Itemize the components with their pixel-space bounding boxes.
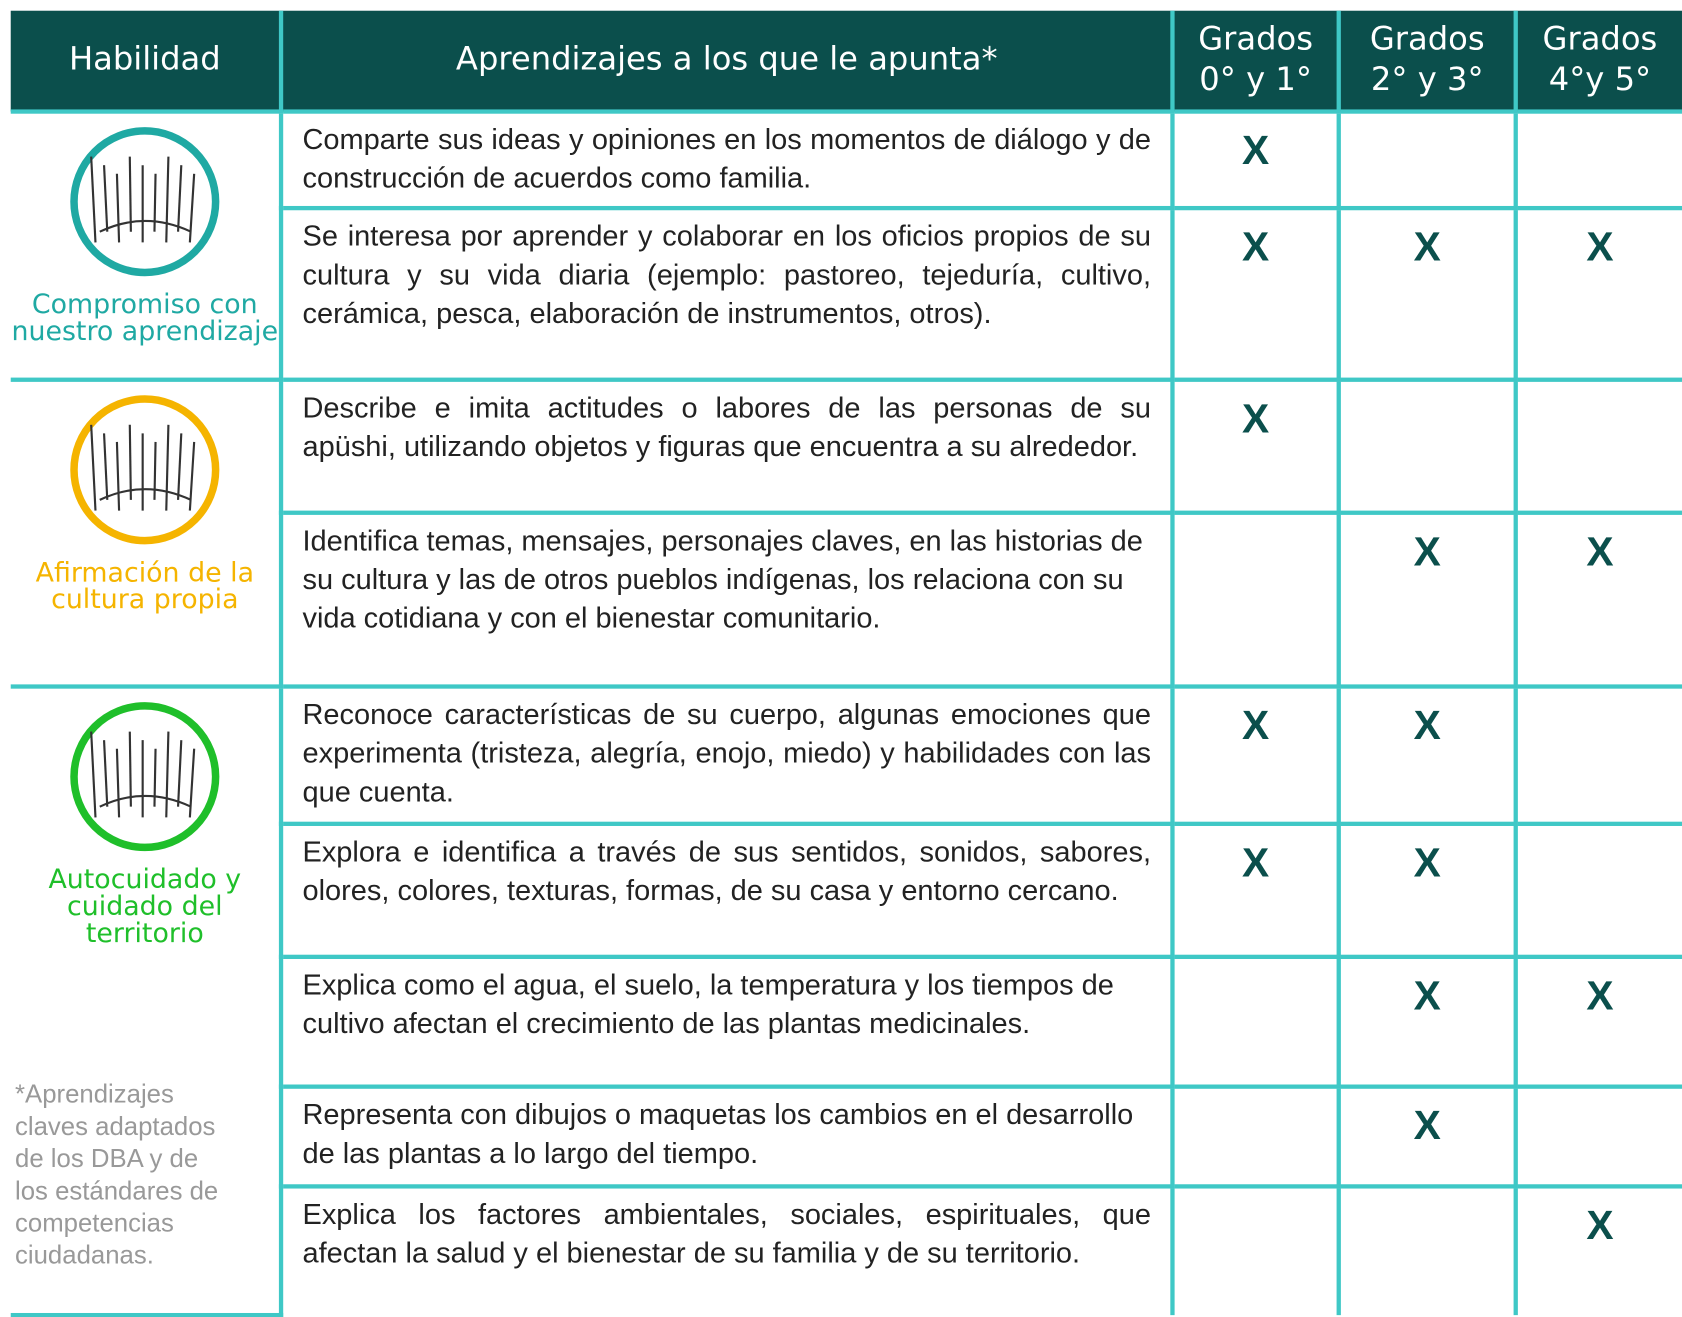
table-row: Explica los factores ambientales, social…	[11, 1184, 1682, 1316]
skill-label: Compromiso con nuestro aprendizaje	[11, 288, 279, 347]
grade-mark: X	[1336, 821, 1518, 959]
skill-cell: Compromiso con nuestro aprendizaje	[10, 109, 284, 382]
grade-range: 4°y 5°	[1548, 61, 1652, 99]
skill-cell: Afirmación de la cultura propia	[10, 377, 284, 689]
grade-mark	[1336, 377, 1518, 515]
learning-text: Se interesa por aprender y colaborar en …	[281, 205, 1175, 382]
grade-mark	[1336, 109, 1518, 211]
grade-mark: X	[1513, 954, 1682, 1089]
skill-label: Autocuidado y cuidado del territorio	[48, 863, 242, 949]
table-row: Afirmación de la cultura propia Describe …	[10, 377, 1682, 689]
table-row: Representa con dibujos o maquetas los ca…	[11, 1084, 1682, 1189]
grade-mark	[1170, 510, 1341, 689]
learning-text: Explora e identifica a través de sus sen…	[281, 821, 1175, 959]
grade-mark	[1513, 1084, 1682, 1189]
grade-mark: X	[1336, 684, 1518, 826]
grade-title: Grados	[1542, 20, 1658, 58]
grade-mark: X	[1170, 109, 1341, 211]
grade-title: Grados	[1198, 20, 1313, 58]
grade-mark: X	[1513, 510, 1682, 689]
learning-text: Identifica temas, mensajes, personajes c…	[281, 510, 1175, 689]
learning-text: Explica como el agua, el suelo, la tempe…	[281, 954, 1175, 1089]
grade-mark: X	[1513, 205, 1682, 382]
header-row: Habilidad Aprendizajes a los que le apunt…	[10, 10, 1682, 114]
grade-mark	[1336, 1184, 1518, 1316]
skill-icon	[70, 395, 220, 545]
grade-mark: X	[1336, 510, 1518, 689]
grade-title: Grados	[1369, 20, 1485, 58]
grade-mark	[1170, 954, 1341, 1089]
table-row: Explica como el agua, el suelo, la tempe…	[11, 954, 1682, 1089]
skills-table: Habilidad Aprendizajes a los que le apunt…	[10, 10, 1682, 1317]
learning-text: Representa con dibujos o maquetas los ca…	[281, 1084, 1175, 1189]
grade-mark: X	[1336, 205, 1518, 382]
skill-cell: Autocuidado y cuidado del territorio *Apr…	[10, 684, 284, 1317]
table-row: Compromiso con nuestro aprendizaje Compar…	[10, 109, 1682, 382]
skill-icon	[70, 702, 220, 852]
learning-text: Comparte sus ideas y opiniones en los mo…	[278, 109, 1175, 211]
header-cell: Grados 2° y 3°	[1336, 10, 1518, 114]
header-cell: Habilidad	[10, 10, 284, 114]
grade-mark	[1513, 821, 1682, 959]
table-row: Identifica temas, mensajes, personajes c…	[11, 510, 1682, 689]
grade-mark: X	[1170, 821, 1341, 959]
grade-mark: X	[1336, 954, 1518, 1089]
grade-mark	[1170, 1084, 1341, 1189]
grade-mark: X	[1170, 684, 1341, 826]
footnote: *Aprendizajes claves adaptados de los DB…	[15, 1080, 219, 1271]
grade-mark: X	[1513, 1184, 1682, 1316]
table-row: Explora e identifica a través de sus sen…	[11, 821, 1682, 959]
header-cell: Grados 4°y 5°	[1513, 10, 1682, 114]
skill-icon	[70, 127, 220, 277]
skill-label: Afirmación de la cultura propia	[35, 556, 255, 615]
grade-mark: X	[1170, 205, 1341, 382]
table-row: Autocuidado y cuidado del territorio *Apr…	[10, 684, 1682, 1317]
grade-mark: X	[1336, 1084, 1518, 1189]
grade-mark	[1170, 1184, 1341, 1316]
table-row: Se interesa por aprender y colaborar en …	[11, 205, 1682, 382]
grade-mark	[1513, 109, 1682, 211]
header-cell: Aprendizajes a los que le apunta*	[278, 10, 1175, 114]
grade-range: 0° y 1°	[1199, 61, 1312, 99]
grade-mark	[1513, 377, 1682, 515]
learning-text: Explica los factores ambientales, social…	[281, 1184, 1175, 1316]
learning-text: Reconoce características de su cuerpo, a…	[278, 684, 1175, 826]
header-cell: Grados 0° y 1°	[1170, 10, 1341, 114]
grade-range: 2° y 3°	[1370, 61, 1484, 99]
grade-mark	[1513, 684, 1682, 826]
learning-text: Describe e imita actitudes o labores de …	[278, 377, 1175, 515]
grade-mark: X	[1170, 377, 1341, 515]
